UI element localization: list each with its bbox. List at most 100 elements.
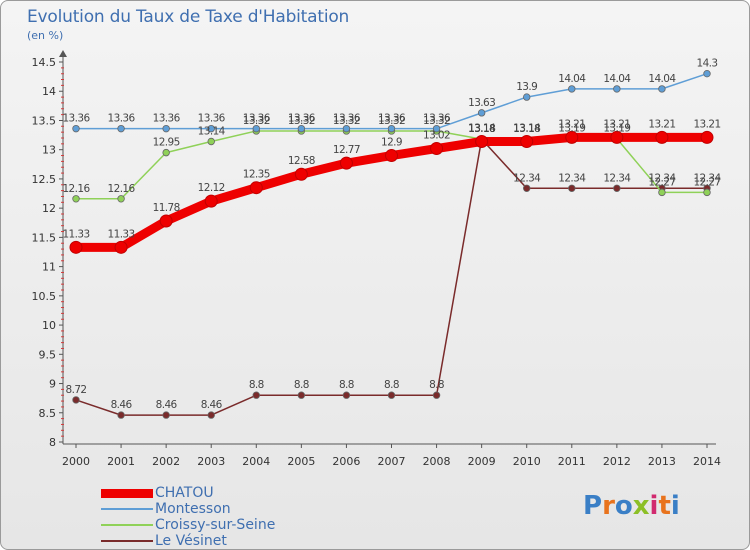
y-tick-label: 10 bbox=[42, 319, 56, 332]
chart-unit-label: (en %) bbox=[27, 29, 64, 42]
legend-item: Croissy-sur-Seine bbox=[101, 517, 275, 533]
data-point bbox=[294, 167, 308, 181]
legend-swatch bbox=[101, 540, 153, 542]
data-label: 13.14 bbox=[513, 123, 541, 135]
x-tick-label: 2012 bbox=[603, 455, 631, 468]
y-axis-arrow bbox=[59, 50, 67, 57]
data-point bbox=[72, 195, 80, 203]
legend-item: Montesson bbox=[101, 501, 275, 517]
chart-title: Evolution du Taux de Taxe d'Habitation bbox=[27, 7, 350, 27]
logo-letter: i bbox=[649, 491, 659, 521]
data-point bbox=[565, 130, 579, 144]
data-label: 11.33 bbox=[108, 228, 135, 240]
data-label: 12.16 bbox=[62, 183, 90, 195]
data-point bbox=[475, 135, 489, 149]
data-point bbox=[385, 149, 398, 163]
legend-label: Montesson bbox=[155, 501, 231, 517]
data-point bbox=[432, 124, 441, 133]
data-point bbox=[387, 124, 396, 133]
data-point bbox=[342, 391, 351, 399]
data-label: 13.36 bbox=[153, 113, 181, 125]
data-point bbox=[613, 85, 621, 93]
data-label: 13.18 bbox=[513, 123, 540, 135]
data-label: 13.21 bbox=[603, 118, 630, 130]
data-label: 13.36 bbox=[333, 113, 361, 125]
data-point bbox=[117, 195, 125, 203]
data-label: 12.58 bbox=[288, 155, 315, 167]
data-label: 8.8 bbox=[249, 379, 264, 391]
proxiti-logo: Proxiti bbox=[583, 491, 680, 521]
x-tick-label: 2003 bbox=[197, 455, 225, 468]
data-label: 12.34 bbox=[603, 172, 631, 184]
data-label: 13.32 bbox=[243, 115, 270, 127]
data-point bbox=[430, 142, 444, 156]
data-point bbox=[523, 93, 531, 101]
data-point bbox=[658, 85, 666, 93]
data-point bbox=[568, 85, 576, 93]
data-point bbox=[252, 391, 260, 399]
data-point bbox=[162, 148, 170, 157]
y-tick-label: 14.5 bbox=[32, 56, 57, 69]
data-point bbox=[117, 411, 125, 419]
data-label: 13.21 bbox=[558, 118, 585, 130]
data-point bbox=[204, 194, 218, 208]
data-point bbox=[159, 214, 173, 228]
legend-label: Le Vésinet bbox=[155, 533, 227, 549]
legend-item: Le Vésinet bbox=[101, 533, 275, 549]
y-tick-label: 13 bbox=[42, 144, 56, 157]
data-label: 8.72 bbox=[66, 384, 87, 396]
data-point bbox=[568, 184, 576, 192]
data-label: 11.78 bbox=[153, 202, 180, 214]
data-point bbox=[297, 391, 306, 399]
data-point bbox=[207, 411, 215, 419]
y-tick-label: 11.5 bbox=[32, 231, 57, 244]
data-label: 12.95 bbox=[153, 137, 180, 149]
data-label: 13.32 bbox=[333, 115, 360, 127]
y-tick-label: 9.5 bbox=[39, 348, 57, 361]
data-point bbox=[342, 124, 351, 133]
y-tick-label: 11 bbox=[42, 261, 56, 274]
data-point bbox=[207, 124, 215, 133]
data-point bbox=[432, 391, 441, 399]
data-point bbox=[114, 240, 128, 254]
data-point bbox=[703, 69, 711, 78]
data-label: 13.21 bbox=[648, 118, 675, 130]
data-label: 13.21 bbox=[693, 118, 720, 130]
data-point bbox=[339, 156, 353, 170]
y-tick-label: 9 bbox=[49, 378, 56, 391]
data-point bbox=[613, 184, 621, 192]
data-point bbox=[249, 181, 263, 195]
x-tick-label: 2010 bbox=[513, 455, 541, 468]
legend-item: CHATOU bbox=[101, 485, 275, 501]
data-point bbox=[297, 124, 306, 133]
y-tick-label: 8.5 bbox=[39, 407, 57, 420]
data-label: 8.8 bbox=[384, 379, 399, 391]
data-label: 12.34 bbox=[648, 172, 676, 184]
data-label: 12.34 bbox=[558, 172, 586, 184]
y-tick-label: 12.5 bbox=[32, 173, 57, 186]
data-label: 13.19 bbox=[558, 123, 585, 135]
data-point bbox=[610, 130, 624, 144]
data-label: 12.16 bbox=[108, 183, 136, 195]
chart-legend: CHATOU Montesson Croissy-sur-Seine Le Vésin… bbox=[101, 485, 275, 549]
data-label: 14.3 bbox=[697, 58, 718, 70]
logo-letter: o bbox=[614, 491, 633, 521]
legend-label: CHATOU bbox=[155, 485, 214, 501]
x-tick-label: 2013 bbox=[648, 455, 676, 468]
data-point bbox=[700, 130, 714, 144]
data-label: 13.14 bbox=[198, 126, 226, 138]
data-point bbox=[658, 188, 666, 197]
x-tick-label: 2011 bbox=[558, 455, 586, 468]
data-label: 8.46 bbox=[156, 399, 178, 411]
data-label: 13.36 bbox=[108, 113, 136, 125]
data-label: 8.46 bbox=[201, 399, 223, 411]
data-point bbox=[523, 184, 531, 192]
data-point bbox=[162, 411, 170, 419]
x-tick-label: 2014 bbox=[693, 455, 721, 468]
logo-letter: i bbox=[670, 491, 680, 521]
data-label: 12.9 bbox=[381, 137, 402, 149]
data-point bbox=[703, 188, 711, 197]
data-label: 12.77 bbox=[333, 144, 360, 156]
x-tick-label: 2008 bbox=[423, 455, 451, 468]
